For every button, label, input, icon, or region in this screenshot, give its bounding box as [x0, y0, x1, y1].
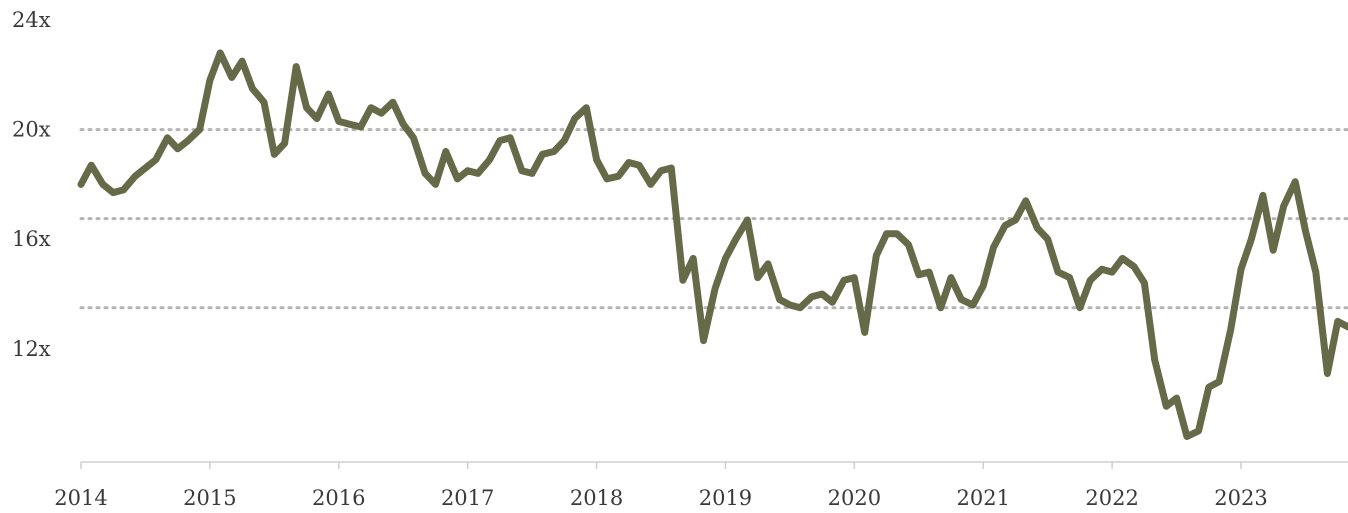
x-tick-label-2018: 2018	[570, 486, 623, 510]
series-line-0	[77, 49, 1348, 440]
series-layer	[77, 49, 1348, 440]
x-tick-label-2017: 2017	[441, 486, 494, 510]
y-axis-ticks: 24x 20x 16x 12x	[12, 8, 51, 361]
x-axis-ticks: 2014 2015 2016 2017 2018 2019 2020 2021 2022 2023	[54, 462, 1268, 510]
y-tick-label-20: 20x	[12, 118, 51, 142]
x-tick-label-2023: 2023	[1214, 486, 1267, 510]
y-tick-label-12: 12x	[12, 337, 51, 361]
x-tick-label-2015: 2015	[183, 486, 236, 510]
x-tick-label-2019: 2019	[699, 486, 752, 510]
x-tick-label-2022: 2022	[1085, 486, 1138, 510]
gridlines	[79, 128, 1348, 310]
y-tick-label-24: 24x	[12, 8, 51, 32]
x-tick-label-2021: 2021	[957, 486, 1010, 510]
y-tick-label-16: 16x	[12, 227, 51, 251]
x-tick-label-2016: 2016	[312, 486, 365, 510]
x-tick-label-2020: 2020	[828, 486, 881, 510]
x-tick-label-2014: 2014	[54, 486, 107, 510]
